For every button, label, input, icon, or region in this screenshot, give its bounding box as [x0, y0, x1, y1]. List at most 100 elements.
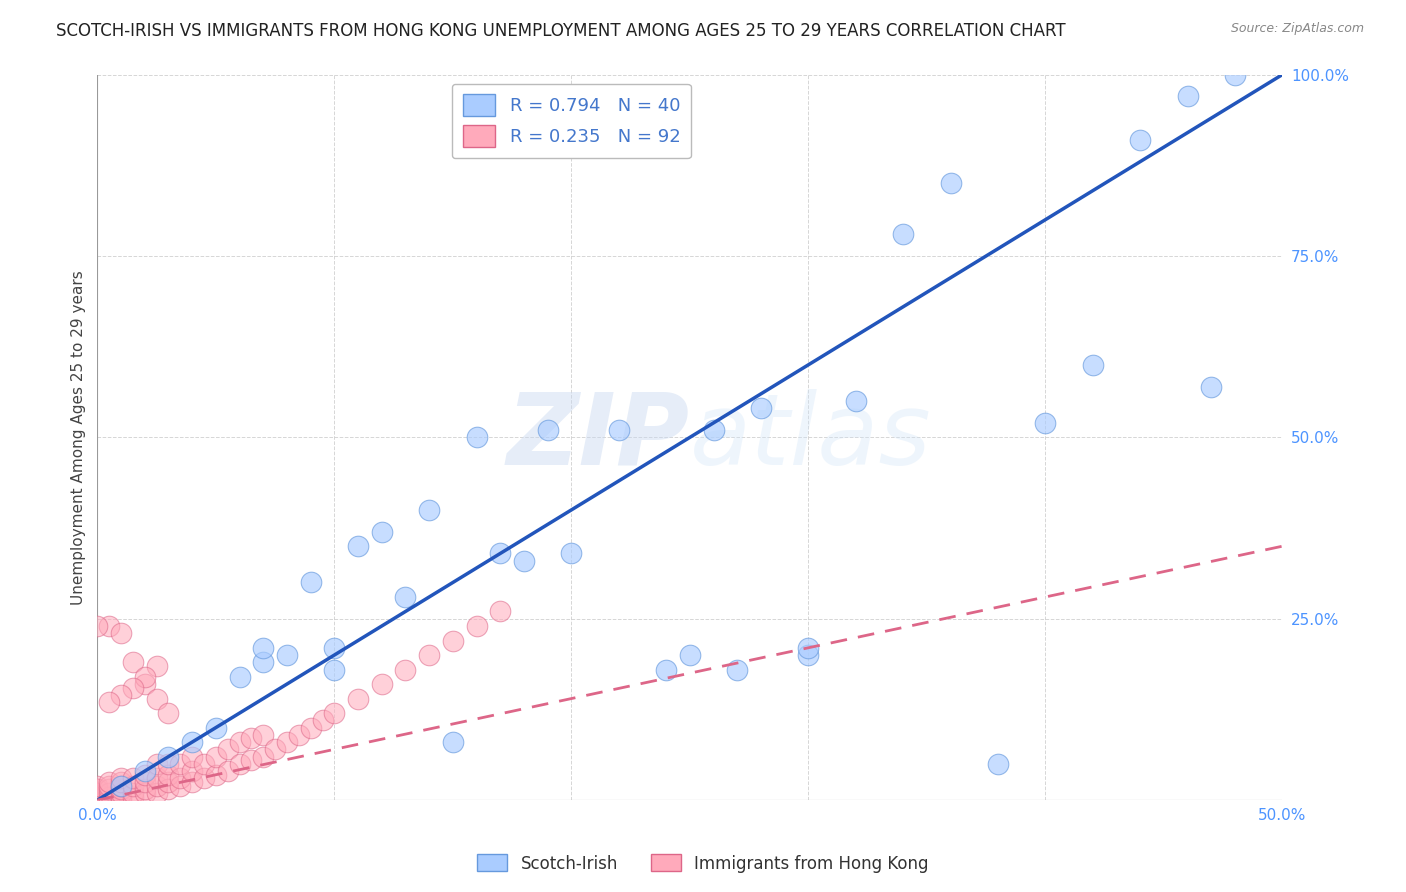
Point	[110, 688, 132, 702]
Point	[86, 793, 108, 807]
Point	[134, 670, 156, 684]
Point	[145, 691, 167, 706]
Point	[193, 756, 215, 771]
Point	[110, 779, 132, 793]
Point	[86, 793, 108, 807]
Point	[394, 590, 416, 604]
Point	[1035, 416, 1057, 430]
Point	[347, 691, 370, 706]
Point	[157, 749, 180, 764]
Point	[145, 772, 167, 786]
Point	[276, 735, 298, 749]
Point	[703, 423, 725, 437]
Point	[134, 786, 156, 800]
Point	[110, 775, 132, 789]
Point	[98, 782, 121, 797]
Point	[86, 793, 108, 807]
Point	[110, 789, 132, 804]
Point	[252, 749, 274, 764]
Point	[157, 756, 180, 771]
Point	[110, 626, 132, 640]
Legend: R = 0.794   N = 40, R = 0.235   N = 92: R = 0.794 N = 40, R = 0.235 N = 92	[451, 84, 692, 158]
Point	[264, 742, 287, 756]
Legend: Scotch-Irish, Immigrants from Hong Kong: Scotch-Irish, Immigrants from Hong Kong	[471, 847, 935, 880]
Point	[86, 779, 108, 793]
Point	[86, 782, 108, 797]
Point	[441, 633, 464, 648]
Point	[240, 731, 263, 746]
Point	[134, 768, 156, 782]
Point	[98, 789, 121, 804]
Point	[845, 394, 868, 409]
Point	[86, 793, 108, 807]
Point	[98, 619, 121, 633]
Text: ZIP: ZIP	[508, 389, 690, 486]
Point	[299, 721, 322, 735]
Point	[122, 779, 145, 793]
Point	[86, 789, 108, 804]
Point	[217, 742, 239, 756]
Point	[288, 728, 311, 742]
Point	[122, 655, 145, 669]
Point	[134, 782, 156, 797]
Point	[122, 772, 145, 786]
Point	[891, 227, 914, 242]
Point	[122, 786, 145, 800]
Point	[725, 663, 748, 677]
Point	[157, 706, 180, 720]
Point	[110, 786, 132, 800]
Point	[181, 749, 204, 764]
Point	[323, 663, 346, 677]
Point	[157, 768, 180, 782]
Point	[145, 786, 167, 800]
Point	[1223, 68, 1246, 82]
Point	[797, 648, 820, 662]
Point	[98, 775, 121, 789]
Point	[134, 775, 156, 789]
Point	[193, 772, 215, 786]
Point	[86, 789, 108, 804]
Point	[276, 648, 298, 662]
Point	[98, 695, 121, 709]
Point	[205, 768, 228, 782]
Point	[228, 756, 250, 771]
Point	[205, 749, 228, 764]
Point	[465, 430, 488, 444]
Point	[1129, 133, 1152, 147]
Point	[86, 793, 108, 807]
Point	[145, 659, 167, 673]
Text: atlas: atlas	[690, 389, 932, 486]
Point	[323, 640, 346, 655]
Point	[311, 714, 333, 728]
Point	[939, 177, 962, 191]
Point	[134, 764, 156, 778]
Point	[122, 681, 145, 695]
Point	[98, 793, 121, 807]
Point	[181, 735, 204, 749]
Point	[169, 779, 191, 793]
Point	[86, 793, 108, 807]
Point	[347, 539, 370, 553]
Point	[797, 640, 820, 655]
Point	[86, 793, 108, 807]
Point	[181, 775, 204, 789]
Text: SCOTCH-IRISH VS IMMIGRANTS FROM HONG KONG UNEMPLOYMENT AMONG AGES 25 TO 29 YEARS: SCOTCH-IRISH VS IMMIGRANTS FROM HONG KON…	[56, 22, 1066, 40]
Point	[169, 772, 191, 786]
Point	[98, 786, 121, 800]
Point	[252, 640, 274, 655]
Point	[371, 524, 394, 539]
Point	[749, 401, 772, 416]
Point	[157, 782, 180, 797]
Point	[122, 789, 145, 804]
Point	[157, 775, 180, 789]
Point	[987, 756, 1010, 771]
Point	[679, 648, 702, 662]
Point	[1081, 358, 1104, 372]
Point	[252, 655, 274, 669]
Point	[323, 706, 346, 720]
Point	[607, 423, 630, 437]
Point	[228, 735, 250, 749]
Point	[110, 793, 132, 807]
Point	[86, 786, 108, 800]
Point	[86, 619, 108, 633]
